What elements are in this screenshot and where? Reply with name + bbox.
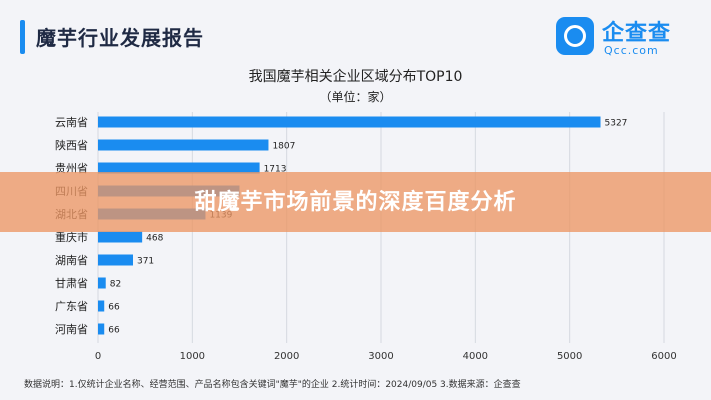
value-label: 66 xyxy=(108,303,120,313)
logo-icon xyxy=(556,17,594,55)
x-tick-label: 4000 xyxy=(463,351,488,362)
chart-title: 我国魔芋相关企业区域分布TOP10 xyxy=(248,69,463,85)
logo-name: 企查查 xyxy=(602,21,672,46)
category-label: 湖南省 xyxy=(55,254,88,267)
x-tick-label: 0 xyxy=(95,351,101,362)
qcc-logo: 企查查 Qcc.com xyxy=(556,15,706,61)
category-label: 陕西省 xyxy=(55,138,88,152)
title-banner xyxy=(0,172,711,232)
header-accent-bar xyxy=(20,20,25,54)
value-label: 1807 xyxy=(272,142,295,152)
value-label: 1713 xyxy=(264,165,287,175)
category-label: 云南省 xyxy=(55,116,88,129)
x-tick-label: 5000 xyxy=(557,351,582,362)
value-label: 82 xyxy=(110,280,121,290)
bar xyxy=(98,116,601,128)
report-title: 魔芋行业发展报告 xyxy=(36,26,204,50)
category-label: 重庆市 xyxy=(55,230,88,244)
bar xyxy=(98,254,133,266)
x-tick-label: 3000 xyxy=(368,351,393,362)
bar xyxy=(98,231,143,243)
category-label: 甘肃省 xyxy=(55,277,88,290)
value-label: 468 xyxy=(146,234,163,244)
bar xyxy=(98,139,269,151)
x-tick-label: 2000 xyxy=(274,351,299,362)
value-label: 66 xyxy=(108,326,120,336)
bar xyxy=(98,323,105,335)
category-label: 河南省 xyxy=(55,323,88,336)
bar xyxy=(98,277,106,289)
data-note: 数据说明：1.仅统计企业名称、经营范围、产品名称包含关键词"魔芋"的企业 2.统… xyxy=(24,380,521,390)
value-label: 5327 xyxy=(605,119,628,129)
bar xyxy=(98,162,260,174)
chart-unit: （单位：家） xyxy=(319,90,392,104)
value-label: 371 xyxy=(137,257,154,267)
bar xyxy=(98,300,105,312)
logo-domain: Qcc.com xyxy=(604,44,659,57)
x-tick-label: 6000 xyxy=(651,351,676,362)
banner-title: 甜魔芋市场前景的深度百度分析 xyxy=(194,190,517,215)
category-label: 广东省 xyxy=(55,300,88,313)
category-label: 贵州省 xyxy=(55,162,88,175)
x-tick-label: 1000 xyxy=(180,351,205,362)
